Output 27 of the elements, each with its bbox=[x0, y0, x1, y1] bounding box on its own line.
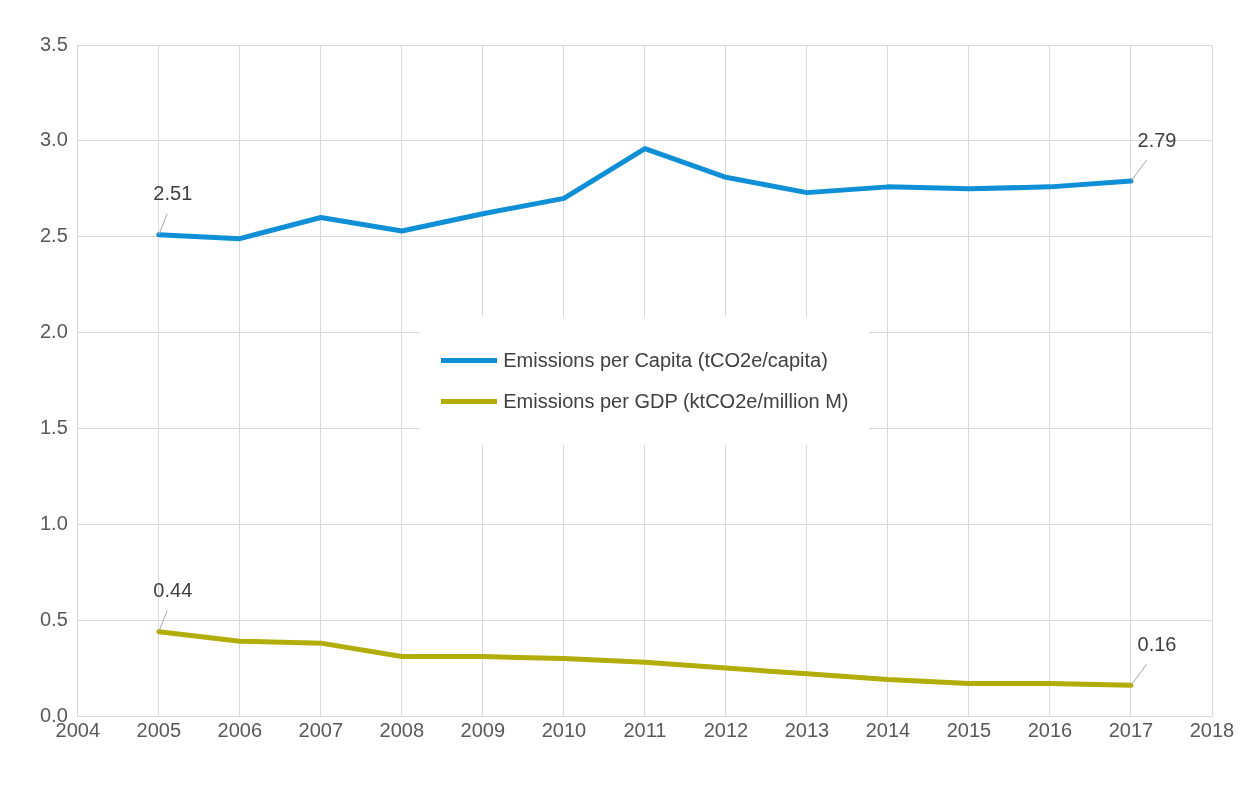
legend-label: Emissions per Capita (tCO2e/capita) bbox=[503, 348, 828, 372]
data-label: 2.51 bbox=[153, 182, 193, 205]
x-tick-label: 2011 bbox=[623, 718, 667, 741]
x-tick-label: 2012 bbox=[703, 718, 749, 741]
x-tick-label: 2008 bbox=[379, 718, 425, 741]
x-tick-label: 2018 bbox=[1189, 718, 1235, 741]
x-tick-label: 2005 bbox=[136, 718, 182, 741]
y-tick-label: 3.0 bbox=[39, 128, 68, 151]
data-label: 0.16 bbox=[1137, 632, 1177, 655]
data-label: 0.44 bbox=[153, 579, 193, 602]
x-tick-label: 2010 bbox=[541, 718, 587, 741]
y-tick-label: 2.0 bbox=[39, 320, 68, 343]
x-tick-label: 2013 bbox=[784, 718, 830, 741]
x-tick-label: 2007 bbox=[298, 718, 344, 741]
x-tick-label: 2014 bbox=[865, 718, 911, 741]
data-label: 2.79 bbox=[1137, 128, 1177, 151]
y-tick-label: 1.0 bbox=[39, 511, 68, 534]
legend-label: Emissions per GDP (ktCO2e/million M) bbox=[503, 389, 849, 413]
x-tick-label: 2016 bbox=[1027, 718, 1073, 741]
x-tick-label: 2006 bbox=[217, 718, 263, 741]
x-tick-label: 2017 bbox=[1108, 718, 1154, 741]
y-tick-label: 1.5 bbox=[39, 415, 68, 438]
y-tick-label: 2.5 bbox=[39, 224, 68, 247]
y-tick-label: 3.5 bbox=[39, 32, 68, 55]
x-tick-label: 2015 bbox=[946, 718, 992, 741]
x-tick-label: 2009 bbox=[460, 718, 506, 741]
y-tick-label: 0.5 bbox=[39, 607, 68, 630]
